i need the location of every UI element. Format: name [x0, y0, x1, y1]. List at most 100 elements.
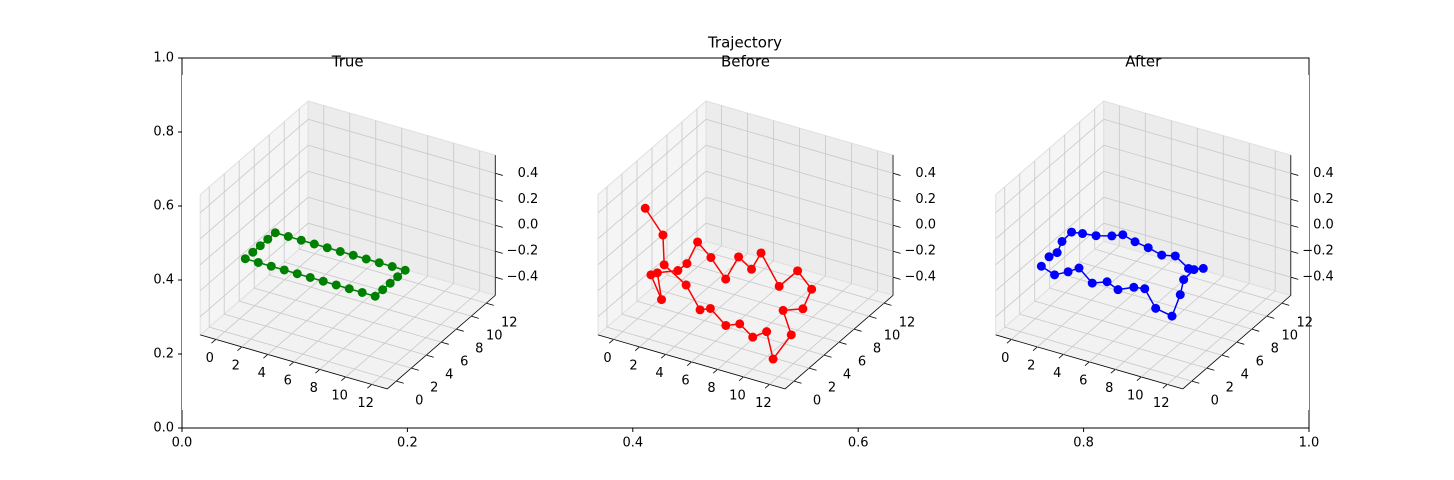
y-tick-label: 0.6 — [153, 199, 174, 214]
figure-title: Trajectory — [707, 34, 782, 52]
trajectory-point — [721, 274, 731, 284]
x-tick-label: 0 — [1001, 351, 1009, 366]
grid-line — [597, 196, 707, 292]
z-tick-label: −0.2 — [1302, 244, 1334, 259]
grid-line — [636, 300, 825, 356]
trajectory-point — [1140, 284, 1150, 294]
x-tick — [1110, 369, 1116, 374]
trajectory-point — [756, 248, 766, 258]
trajectory-point — [318, 276, 328, 286]
grid-line — [308, 170, 496, 226]
y-tick — [411, 367, 419, 371]
y-tick-label: 6 — [858, 355, 866, 370]
y-tick-label: 6 — [460, 355, 468, 370]
trajectory-point — [640, 203, 650, 213]
grid-line — [209, 326, 397, 382]
trajectory-point — [344, 284, 354, 294]
x-tick-label: 6 — [1079, 373, 1087, 388]
x-tick-label: 12 — [1153, 396, 1170, 411]
trajectory-point — [807, 284, 817, 294]
trajectory-point — [705, 303, 715, 313]
grid-line — [606, 326, 795, 382]
trajectory-point — [786, 330, 796, 340]
x-tick — [289, 361, 294, 366]
trajectory-point — [1067, 227, 1077, 237]
subplot-title: Before — [721, 53, 770, 71]
trajectory-point — [657, 295, 667, 305]
trajectory-point — [370, 291, 380, 301]
y-tick-label: 8 — [475, 342, 483, 357]
x-tick-label: 2 — [629, 358, 637, 373]
y-tick-label: 12 — [501, 316, 518, 331]
trajectory-point — [693, 237, 703, 247]
x-tick — [1058, 354, 1064, 359]
grid-line — [1019, 313, 1207, 369]
y-tick-label: 0 — [813, 394, 821, 409]
y-tick — [456, 328, 464, 332]
z-tick — [495, 250, 503, 254]
trajectory-point — [1078, 229, 1088, 239]
x-tick — [367, 384, 372, 389]
z-tick — [892, 224, 901, 228]
trajectory-point — [1183, 263, 1193, 273]
trajectory-point — [263, 234, 273, 244]
trajectory-point — [793, 266, 803, 276]
y-tick — [853, 328, 862, 332]
x-tick — [341, 376, 346, 381]
trajectory-point — [735, 319, 745, 329]
y-tick — [1281, 302, 1290, 306]
trajectory-point — [361, 254, 371, 264]
z-tick — [1290, 172, 1299, 176]
y-tick — [441, 341, 449, 345]
grid-line — [705, 196, 894, 252]
grid-line — [1103, 144, 1291, 200]
y-tick-label: 4 — [843, 368, 851, 383]
trajectory-point — [768, 354, 778, 364]
grid-line — [199, 118, 309, 214]
y-tick — [426, 354, 434, 358]
trajectory-point — [1175, 290, 1185, 300]
y-tick-label: 4 — [1241, 368, 1249, 383]
trajectory-point — [1102, 277, 1112, 287]
trajectory-point — [646, 270, 656, 280]
x-tick-label: 8 — [707, 381, 715, 396]
y-tick — [1221, 354, 1230, 358]
grid-line — [308, 196, 496, 252]
trajectory-point — [747, 264, 757, 274]
trajectory-point — [296, 235, 306, 245]
y-tick-label: 0 — [1211, 394, 1219, 409]
grid-line — [705, 144, 894, 200]
y-tick — [868, 315, 877, 319]
x-tick-label: 10 — [729, 388, 746, 403]
x-tick — [1084, 361, 1090, 366]
grid-line — [705, 118, 894, 174]
grid-line — [705, 222, 894, 278]
trajectory-point — [279, 265, 289, 275]
trajectory-point — [681, 280, 691, 290]
x-tick — [712, 369, 718, 374]
x-tick-label: 0.4 — [622, 436, 643, 451]
trajectory-point — [734, 252, 744, 262]
z-tick-label: 0.0 — [915, 218, 936, 233]
grid-line — [308, 144, 496, 200]
z-tick — [1290, 250, 1299, 254]
trajectory-point — [240, 254, 250, 264]
trajectory-point — [331, 280, 341, 290]
z-tick — [495, 224, 503, 228]
grid-line — [1049, 287, 1237, 343]
grid-line — [199, 144, 309, 240]
z-tick — [892, 276, 901, 280]
grid-line — [224, 313, 412, 369]
grid-line — [1079, 261, 1267, 317]
grid-line — [1103, 222, 1291, 278]
subplot-title: After — [1125, 53, 1162, 71]
grid-line — [1034, 300, 1222, 356]
grid-line — [681, 261, 870, 317]
y-tick — [471, 315, 479, 319]
grid-line — [995, 144, 1104, 240]
trajectory-point — [305, 272, 315, 282]
y-tick — [1236, 341, 1245, 345]
trajectory-point — [378, 285, 388, 295]
y-tick-label: 0.4 — [153, 273, 174, 288]
grid-line — [597, 118, 707, 214]
